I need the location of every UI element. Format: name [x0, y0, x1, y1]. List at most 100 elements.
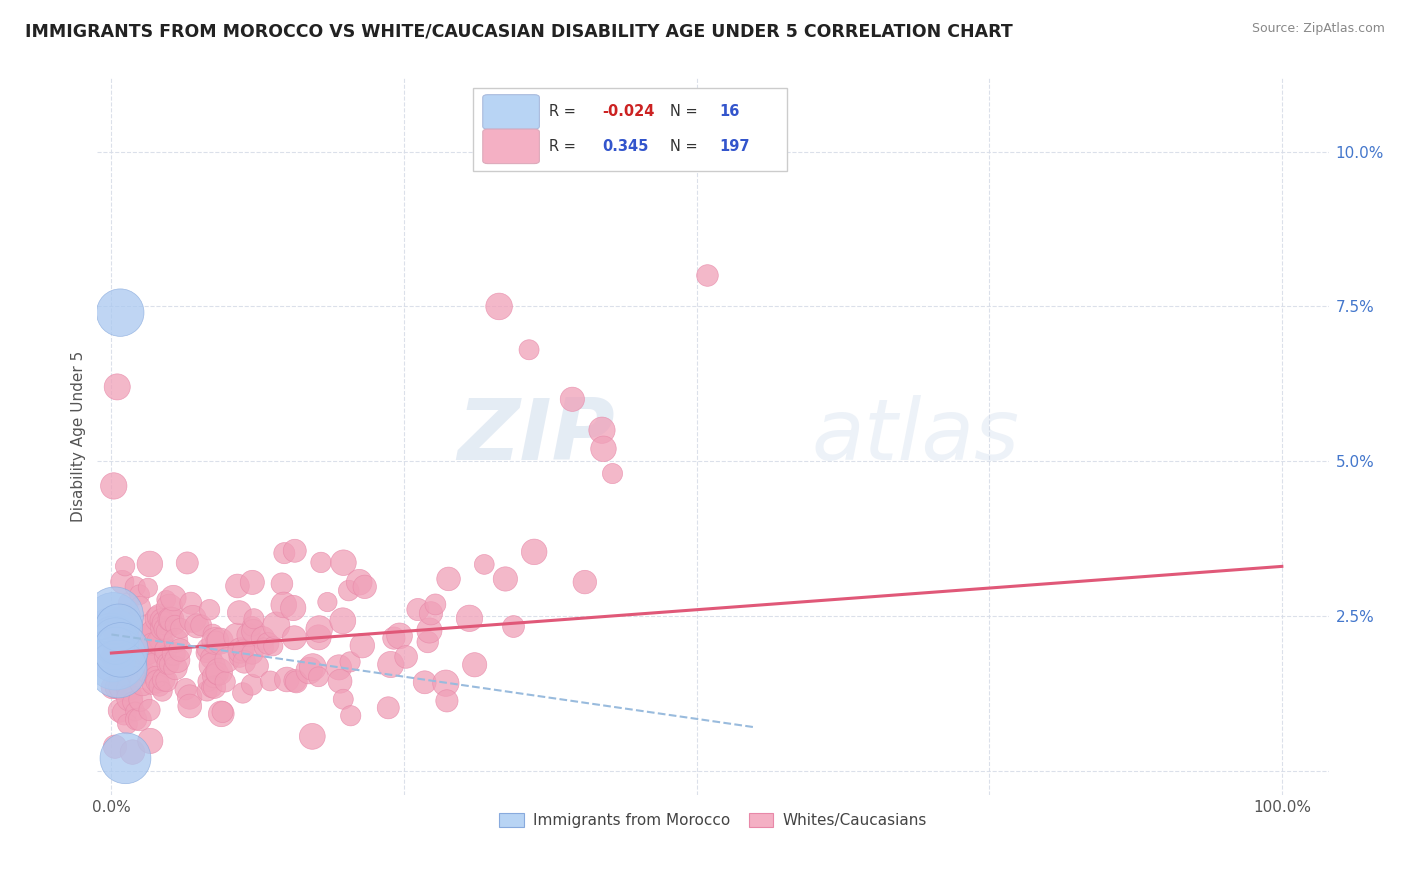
Point [181, 612, 204, 626]
Point [131, 630, 153, 644]
Point [111, 680, 134, 694]
Point [136, 621, 159, 635]
Point [131, 676, 153, 690]
Point [406, 602, 429, 616]
Point [103, 632, 125, 646]
Point [150, 621, 173, 635]
Point [238, 628, 260, 642]
Point [135, 666, 157, 681]
Point [114, 607, 136, 621]
Point [174, 682, 197, 697]
Point [353, 580, 375, 594]
Point [131, 641, 153, 656]
Point [420, 607, 443, 621]
Point [148, 633, 170, 648]
Point [377, 701, 399, 715]
Point [117, 717, 139, 731]
Point [458, 611, 481, 625]
FancyBboxPatch shape [482, 95, 540, 129]
Point [163, 647, 186, 661]
Point [380, 657, 402, 672]
Point [146, 612, 169, 626]
Point [301, 660, 323, 674]
Point [169, 621, 191, 635]
Point [709, 145, 731, 159]
Point [152, 684, 174, 698]
Point [124, 705, 146, 719]
Text: 197: 197 [718, 139, 749, 153]
Point [138, 703, 160, 717]
Text: Source: ZipAtlas.com: Source: ZipAtlas.com [1251, 22, 1385, 36]
Point [156, 657, 179, 671]
Point [204, 634, 226, 648]
Point [104, 644, 127, 658]
Point [602, 467, 624, 481]
Point [104, 639, 127, 653]
Point [502, 619, 524, 633]
Point [146, 674, 169, 689]
Point [104, 651, 127, 665]
Point [205, 633, 228, 648]
Point [136, 645, 159, 659]
Point [165, 661, 187, 675]
Point [155, 592, 177, 607]
Point [121, 653, 143, 667]
Point [141, 637, 163, 651]
Point [128, 712, 150, 726]
Point [153, 615, 176, 630]
Point [125, 712, 148, 726]
Point [301, 730, 323, 744]
Point [574, 575, 596, 590]
Point [122, 661, 145, 675]
Point [233, 655, 256, 669]
Point [121, 745, 143, 759]
Point [118, 632, 141, 646]
Point [200, 651, 222, 665]
Point [194, 646, 217, 660]
Point [149, 635, 172, 649]
Point [285, 674, 308, 689]
FancyBboxPatch shape [482, 129, 540, 163]
Point [257, 636, 280, 650]
Point [179, 699, 201, 714]
Point [413, 675, 436, 690]
Point [395, 649, 418, 664]
Point [101, 627, 124, 641]
Point [337, 583, 360, 598]
Point [283, 631, 305, 645]
Point [416, 635, 439, 649]
Y-axis label: Disability Age Under 5: Disability Age Under 5 [72, 351, 86, 522]
Point [104, 634, 127, 648]
Point [561, 392, 583, 407]
Point [166, 653, 188, 667]
Point [240, 575, 263, 590]
Point [437, 572, 460, 586]
Point [232, 686, 254, 700]
Point [388, 629, 411, 643]
Text: 0.345: 0.345 [602, 139, 648, 153]
Point [139, 557, 162, 571]
Point [155, 643, 177, 657]
Point [129, 599, 152, 614]
Point [332, 614, 354, 628]
Point [309, 556, 332, 570]
Point [111, 633, 134, 648]
Point [464, 657, 486, 672]
Point [176, 556, 198, 570]
Point [103, 479, 125, 493]
Point [229, 643, 252, 657]
Point [159, 600, 181, 615]
Point [156, 624, 179, 639]
Point [197, 674, 219, 689]
Point [153, 649, 176, 664]
Point [271, 576, 294, 591]
Point [488, 300, 510, 314]
Point [103, 639, 125, 653]
Point [253, 640, 276, 655]
Point [110, 643, 132, 657]
Point [198, 603, 221, 617]
Point [214, 674, 236, 689]
Point [592, 442, 614, 456]
Point [107, 657, 129, 671]
Point [107, 662, 129, 676]
